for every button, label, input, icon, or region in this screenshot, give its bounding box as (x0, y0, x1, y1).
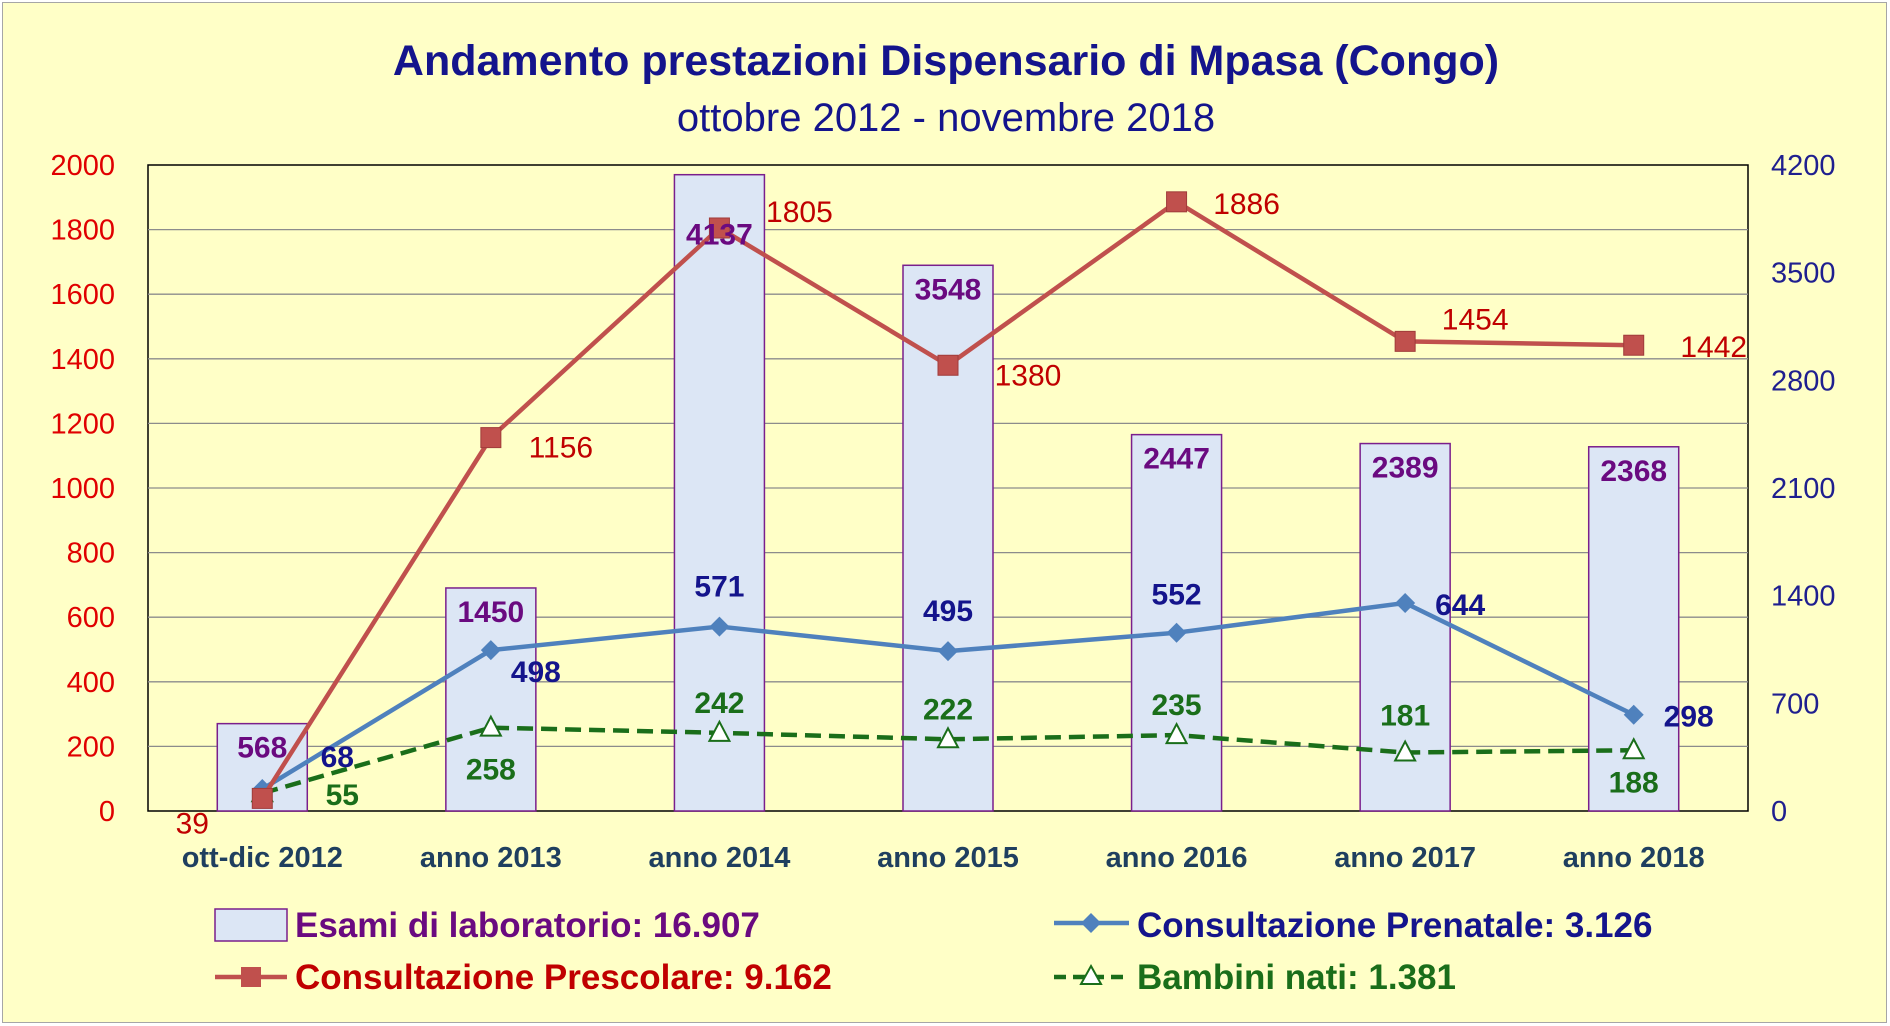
y-right-tick-label: 1400 (1771, 581, 1836, 613)
x-tick-label: anno 2017 (1334, 842, 1476, 874)
data-label-esami: 2389 (1372, 452, 1439, 485)
bar-esami (445, 587, 537, 812)
data-label-prenatale: 68 (321, 741, 354, 774)
chart-subtitle: ottobre 2012 - novembre 2018 (677, 96, 1215, 140)
data-label-esami: 3548 (915, 273, 982, 306)
y-left-tick-label: 600 (67, 602, 115, 634)
marker-nati (1393, 739, 1417, 762)
legend-label-prenatale: Consultazione Prenatale: 3.126 (1137, 906, 1652, 945)
marker-nati (707, 719, 732, 742)
data-label-nati: 181 (1380, 700, 1430, 733)
data-label-esami: 568 (237, 732, 287, 765)
legend-label-nati: Bambini nati: 1.381 (1137, 958, 1456, 997)
data-label-prescolare: 1442 (1680, 331, 1747, 364)
marker-nati (1622, 737, 1646, 760)
legend-marker-nati (1079, 963, 1103, 985)
data-label-prenatale: 552 (1152, 579, 1202, 612)
data-label-prenatale: 495 (923, 595, 973, 628)
legend-marker-prenatale (1081, 913, 1101, 933)
x-tick-label: ott-dic 2012 (182, 842, 343, 874)
line-layer (250, 191, 1646, 809)
legend-marker-prescolare (241, 967, 261, 987)
marker-prescolare (251, 787, 273, 809)
y-left-tick-label: 400 (67, 667, 115, 699)
x-tick-label: anno 2018 (1563, 842, 1705, 874)
y-right-tick-label: 3500 (1771, 258, 1836, 290)
y-right-tick-label: 0 (1771, 796, 1787, 828)
legend: Esami di laboratorio: 16.907 Consultazion… (214, 906, 1652, 997)
chart-title: Andamento prestazioni Dispensario di Mpa… (393, 37, 1499, 85)
data-label-prescolare: 1380 (995, 359, 1062, 392)
x-tick-label: anno 2015 (877, 842, 1019, 874)
data-label-esami: 2368 (1600, 455, 1667, 488)
marker-prenatale (709, 616, 730, 637)
y-left-tick-label: 0 (99, 796, 115, 828)
data-label-prenatale: 644 (1435, 589, 1485, 622)
marker-nati (479, 714, 503, 737)
data-label-nati: 235 (1152, 689, 1202, 722)
y-left-tick-label: 200 (67, 731, 115, 763)
data-label-nati: 188 (1609, 766, 1659, 799)
data-label-esami: 4137 (686, 219, 753, 252)
data-label-prenatale: 571 (694, 571, 744, 604)
marker-prescolare (1166, 191, 1188, 213)
y-left-tick-label: 1800 (50, 215, 115, 247)
legend-swatch-esami (214, 908, 288, 942)
data-label-prescolare: 1454 (1442, 303, 1509, 336)
marker-prenatale (1166, 622, 1187, 643)
marker-nati (936, 726, 960, 749)
data-label-nati: 55 (326, 779, 359, 812)
marker-prescolare (708, 217, 730, 239)
x-tick-label: anno 2013 (420, 842, 562, 874)
data-label-nati: 258 (466, 754, 516, 787)
marker-prescolare (1394, 330, 1416, 352)
marker-prescolare (1623, 334, 1645, 356)
data-label-prenatale: 498 (511, 656, 561, 689)
data-label-prescolare: 39 (176, 807, 209, 840)
y-right-tick-label: 2800 (1771, 365, 1836, 397)
data-label-prescolare: 1886 (1213, 188, 1280, 221)
marker-prescolare (480, 427, 502, 449)
label-layer: 568 1450 4137 3548 2447 2389 2368 39 1156 1805 138… (176, 188, 1747, 841)
marker-prenatale (1623, 704, 1644, 725)
data-label-nati: 222 (923, 693, 973, 726)
grid-layer (148, 228, 1748, 748)
legend-label-esami: Esami di laboratorio: 16.907 (295, 906, 760, 945)
y-left-tick-label: 800 (67, 538, 115, 570)
bar-esami (673, 173, 766, 812)
x-tick-label: anno 2014 (649, 842, 791, 874)
y-left-tick-label: 1400 (50, 344, 115, 376)
y-right-tick-label: 2100 (1771, 473, 1836, 505)
y-right-tick-label: 700 (1771, 688, 1819, 720)
data-label-prescolare: 1156 (529, 432, 594, 465)
marker-prenatale (1395, 592, 1416, 613)
y-left-tick-label: 2000 (50, 150, 115, 182)
y-left-tick-label: 1600 (50, 279, 115, 311)
data-label-prenatale: 298 (1664, 701, 1714, 734)
axis-layer: 0 200 400 600 800 1000 1200 1400 1600 1800 2000 0 70… (50, 150, 1835, 874)
y-left-tick-label: 1000 (50, 473, 115, 505)
data-label-nati: 242 (694, 687, 744, 720)
marker-prenatale (938, 641, 958, 662)
marker-nati (1164, 721, 1189, 745)
y-left-tick-label: 1200 (50, 408, 115, 440)
marker-prenatale (480, 640, 501, 661)
data-label-esami: 2447 (1143, 443, 1210, 476)
chart-svg: Andamento prestazioni Dispensario di Mpa… (50, 37, 1835, 997)
data-label-esami: 1450 (457, 596, 524, 629)
y-right-tick-label: 4200 (1771, 150, 1836, 182)
data-label-prescolare: 1805 (766, 196, 833, 229)
marker-prescolare (937, 354, 959, 376)
x-tick-label: anno 2016 (1106, 842, 1248, 874)
legend-label-prescolare: Consultazione Prescolare: 9.162 (295, 958, 832, 997)
